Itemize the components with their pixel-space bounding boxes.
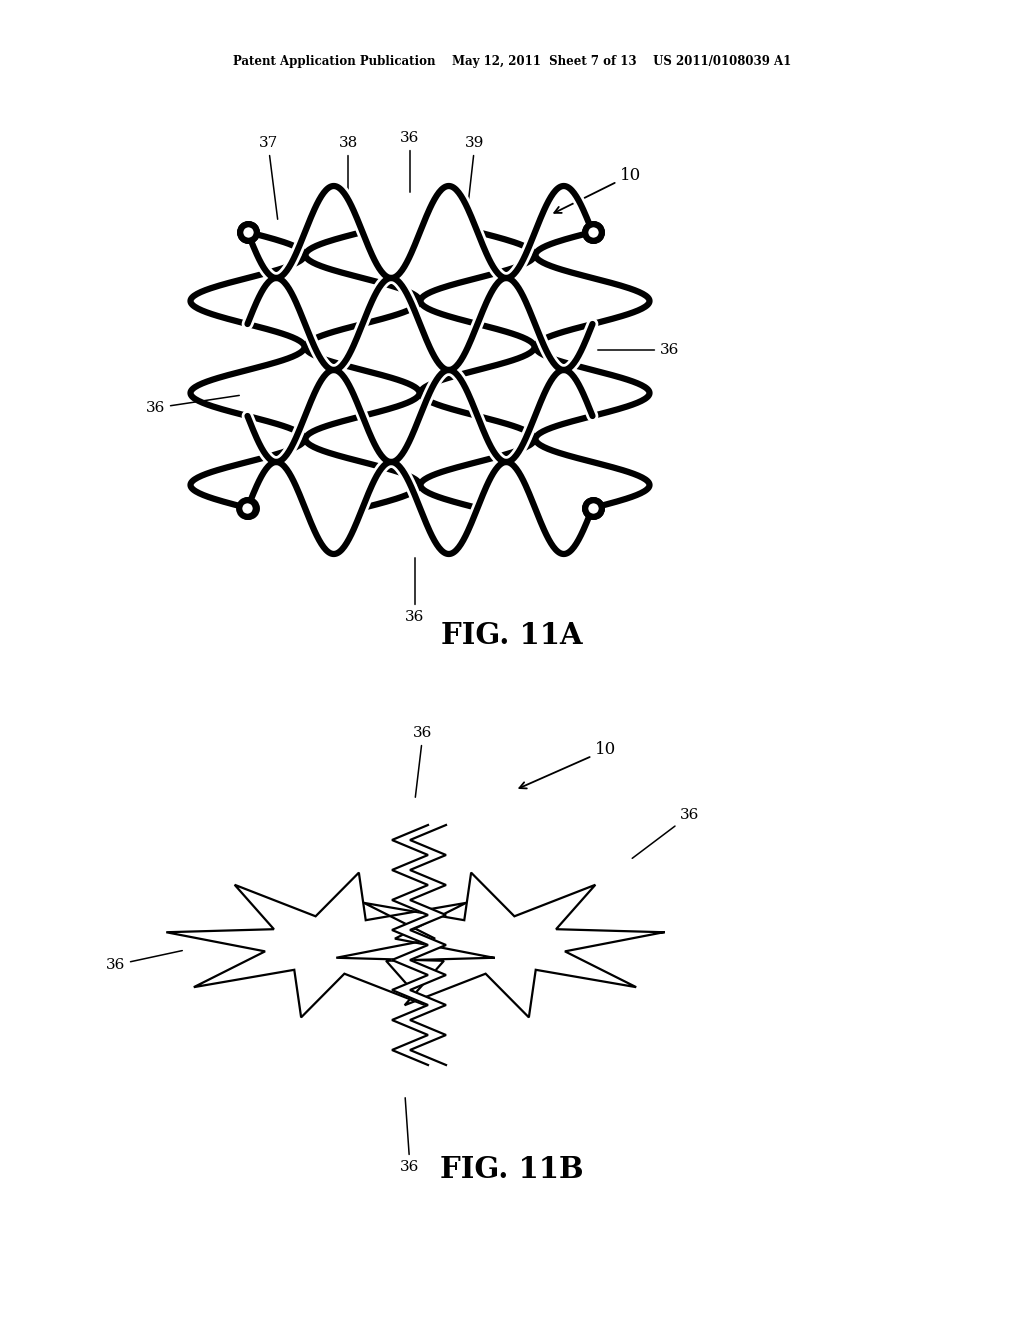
Polygon shape xyxy=(336,873,664,1018)
Text: 36: 36 xyxy=(145,396,240,414)
Text: 37: 37 xyxy=(258,136,278,219)
Text: 36: 36 xyxy=(406,558,425,624)
Text: Patent Application Publication    May 12, 2011  Sheet 7 of 13    US 2011/0108039: Patent Application Publication May 12, 2… xyxy=(232,55,792,69)
Text: FIG. 11A: FIG. 11A xyxy=(441,620,583,649)
Text: 10: 10 xyxy=(554,166,641,213)
Polygon shape xyxy=(166,873,494,1018)
Text: 39: 39 xyxy=(465,136,484,202)
Text: 10: 10 xyxy=(519,742,616,788)
Text: 36: 36 xyxy=(105,950,182,972)
Text: 36: 36 xyxy=(400,1098,420,1173)
Text: FIG. 11B: FIG. 11B xyxy=(440,1155,584,1184)
Text: 36: 36 xyxy=(414,726,433,797)
Text: 36: 36 xyxy=(598,343,679,356)
Polygon shape xyxy=(392,825,446,1065)
Text: 36: 36 xyxy=(400,131,420,193)
Text: 36: 36 xyxy=(632,808,699,858)
Text: 38: 38 xyxy=(338,136,357,207)
